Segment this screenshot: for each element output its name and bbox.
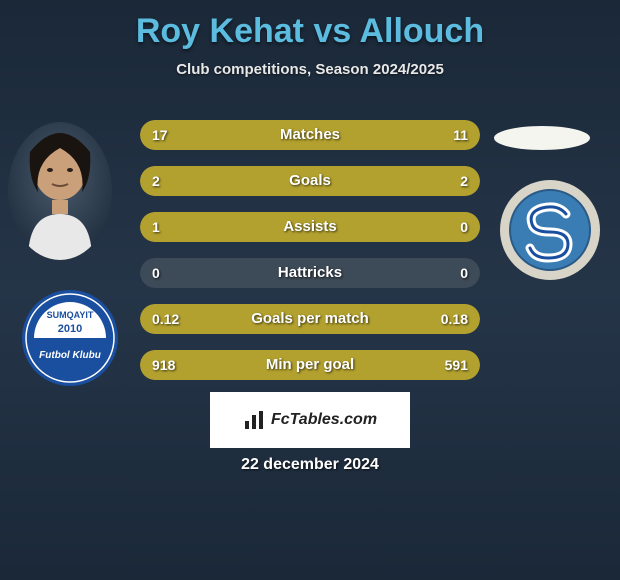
- svg-text:SUMQAYIT: SUMQAYIT: [47, 310, 94, 320]
- svg-text:Futbol Klubu: Futbol Klubu: [39, 350, 101, 361]
- comparison-date: 22 december 2024: [0, 456, 620, 474]
- stats-container: 1711Matches 22Goals 10Assists 00Hattricks 0.…: [140, 120, 480, 396]
- stat-label: Min per goal: [140, 350, 480, 380]
- svg-text:2010: 2010: [58, 323, 82, 335]
- stat-row: 918591Min per goal: [140, 350, 480, 380]
- club-badge-right: [498, 178, 602, 282]
- stat-label: Matches: [140, 120, 480, 150]
- player-photo-right-placeholder: [494, 126, 590, 150]
- comparison-subtitle: Club competitions, Season 2024/2025: [0, 61, 620, 78]
- club-badge-left: SUMQAYIT 2010 Futbol Klubu: [20, 288, 120, 388]
- stat-row: 10Assists: [140, 212, 480, 242]
- stat-label: Hattricks: [140, 258, 480, 288]
- fctables-brand[interactable]: FcTables.com: [210, 392, 410, 448]
- brand-text: FcTables.com: [271, 411, 377, 429]
- stat-row: 0.120.18Goals per match: [140, 304, 480, 334]
- stat-label: Assists: [140, 212, 480, 242]
- stat-row: 1711Matches: [140, 120, 480, 150]
- sumqayit-badge-icon: SUMQAYIT 2010 Futbol Klubu: [20, 288, 120, 388]
- comparison-title: Roy Kehat vs Allouch: [0, 0, 620, 51]
- stat-label: Goals per match: [140, 304, 480, 334]
- stat-label: Goals: [140, 166, 480, 196]
- chart-bars-icon: [243, 409, 265, 431]
- player-photo-left: [8, 122, 112, 260]
- s-badge-icon: [498, 178, 602, 282]
- stat-row: 00Hattricks: [140, 258, 480, 288]
- avatar-illustration: [8, 122, 112, 260]
- stat-row: 22Goals: [140, 166, 480, 196]
